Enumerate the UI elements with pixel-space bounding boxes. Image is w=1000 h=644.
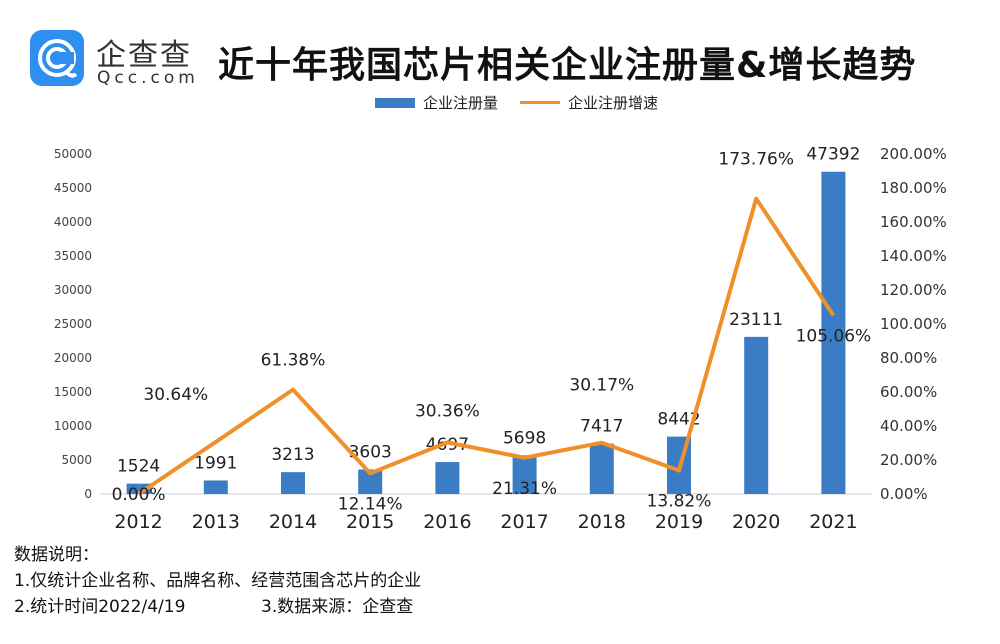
y-right-tick: 80.00% <box>880 349 937 367</box>
y-right-tick: 180.00% <box>880 179 947 197</box>
line-label: 30.36% <box>415 401 480 421</box>
bar-label: 47392 <box>806 145 860 165</box>
line-label: 0.00% <box>112 485 166 505</box>
line-label: 30.64% <box>143 385 208 405</box>
y-right-tick: 20.00% <box>880 451 937 469</box>
x-tick: 2018 <box>578 511 626 533</box>
x-tick: 2014 <box>269 511 317 533</box>
logo-domain: Qcc.com <box>97 68 199 88</box>
bar-label: 8442 <box>657 410 700 430</box>
y-right-tick: 60.00% <box>880 383 937 401</box>
y-right-tick: 0.00% <box>880 485 928 503</box>
bar <box>281 472 305 494</box>
y-left-tick: 50000 <box>54 147 92 161</box>
y-left-tick: 5000 <box>61 453 92 467</box>
y-right-tick: 120.00% <box>880 281 947 299</box>
y-left-tick: 25000 <box>54 317 92 331</box>
bar-label: 4697 <box>426 435 469 455</box>
y-right-tick: 100.00% <box>880 315 947 333</box>
chart-title: 近十年我国芯片相关企业注册量&增长趋势 <box>218 45 917 86</box>
qcc-logo-icon <box>30 30 84 86</box>
bar-label: 3213 <box>271 445 314 465</box>
x-tick: 2016 <box>423 511 471 533</box>
line-label: 105.06% <box>796 326 872 346</box>
bar-label: 1524 <box>117 457 160 477</box>
y-left-tick: 10000 <box>54 419 92 433</box>
logo-text: 企查查 <box>96 38 192 73</box>
line-label: 13.82% <box>647 492 712 512</box>
x-tick: 2021 <box>809 511 857 533</box>
bar <box>821 171 846 494</box>
y-right-tick: 160.00% <box>880 213 947 231</box>
line-label: 30.17% <box>569 376 634 396</box>
legend-bar-label: 企业注册量 <box>423 94 499 112</box>
legend-line-swatch <box>520 101 561 104</box>
y-left-tick: 0 <box>84 487 92 501</box>
growth-line <box>137 196 836 496</box>
line-label: 61.38% <box>261 351 326 371</box>
x-tick: 2012 <box>114 511 162 533</box>
y-left-tick: 30000 <box>54 283 92 297</box>
y-right-tick: 140.00% <box>880 247 947 265</box>
bar <box>744 336 769 494</box>
bar <box>589 443 614 494</box>
y-right-tick: 200.00% <box>880 145 947 163</box>
notes-heading: 数据说明： <box>14 545 99 565</box>
note-2: 2.统计时间2022/4/19 3.数据来源：企查查 <box>14 597 414 617</box>
bar <box>512 455 537 494</box>
bar-label: 23111 <box>729 310 783 330</box>
bar <box>203 480 228 494</box>
x-tick: 2013 <box>192 511 240 533</box>
legend-line-label: 企业注册增速 <box>568 94 659 112</box>
bar-label: 7417 <box>580 417 623 437</box>
bar-label: 3603 <box>349 442 392 462</box>
y-right-tick: 40.00% <box>880 417 937 435</box>
bar <box>126 483 151 494</box>
note-1: 1.仅统计企业名称、品牌名称、经营范围含芯片的企业 <box>14 571 422 591</box>
y-left-tick: 40000 <box>54 215 92 229</box>
bar <box>435 462 460 494</box>
x-tick: 2019 <box>655 511 703 533</box>
line-label: 173.76% <box>718 150 794 170</box>
legend: 企业注册量 企业注册增速 <box>375 92 658 113</box>
x-tick: 2020 <box>732 511 780 533</box>
y-left-tick: 15000 <box>54 385 92 399</box>
x-tick: 2015 <box>346 511 394 533</box>
y-left-tick: 45000 <box>54 181 92 195</box>
x-tick: 2017 <box>500 511 548 533</box>
bar-label: 1991 <box>194 453 237 473</box>
notes: 数据说明： 1.仅统计企业名称、品牌名称、经营范围含芯片的企业 2.统计时间20… <box>14 542 421 620</box>
y-left-tick: 20000 <box>54 351 92 365</box>
combo-chart: 0 5000 10000 15000 20000 25000 30000 35000 40000… <box>54 145 947 533</box>
legend-bar-swatch <box>375 97 415 108</box>
line-label: 12.14% <box>338 494 403 514</box>
line-label: 21.31% <box>492 479 557 499</box>
bar-label: 5698 <box>503 428 546 448</box>
y-left-tick: 35000 <box>54 249 92 263</box>
